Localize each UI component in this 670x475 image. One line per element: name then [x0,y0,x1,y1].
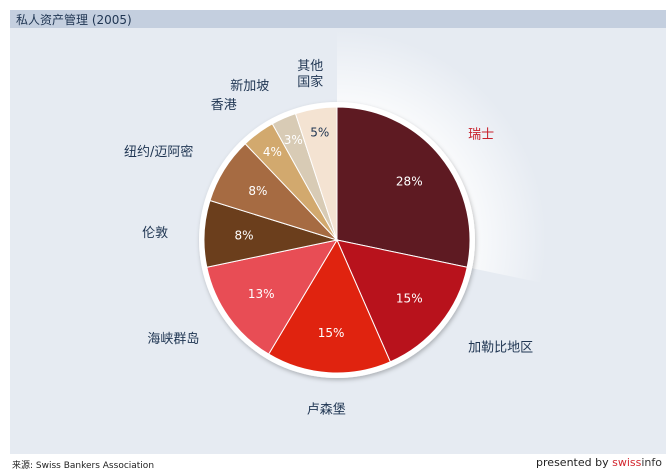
slice-value-label: 3% [284,133,303,147]
slice-category-label: 卢森堡 [307,402,346,418]
slice-value-label: 4% [263,145,282,159]
credit-brand-swiss: swiss [612,456,642,469]
slice-value-label: 13% [248,287,275,301]
pie-slice [267,238,391,374]
slice-value-label: 5% [310,125,329,139]
page-title: 私人资产管理 (2005) [16,13,132,27]
pie-slice [336,239,468,363]
slice-category-label: 新加坡 [230,78,269,94]
slice-category-label: 海峡群岛 [147,331,199,347]
slice-value-label: 15% [396,292,423,306]
pie-slice [294,106,338,241]
pie-slice [336,106,471,268]
credit-brand-info: info [641,456,662,469]
slice-category-label: 伦敦 [142,225,168,241]
slice-value-label: 15% [318,326,345,340]
slice-value-label: 8% [234,229,253,243]
credit-note: presented by swissinfo [536,456,662,469]
slice-category-label: 纽约/迈阿密 [124,144,193,160]
slice-category-label: 加勒比地区 [468,341,533,356]
slice-value-label: 8% [248,184,267,198]
source-note: 来源: Swiss Bankers Association [12,461,155,471]
pie-slice [206,239,339,355]
slice-category-label: 其他国家 [297,59,323,90]
slice-category-label: 香港 [211,98,237,113]
credit-prefix: presented by [536,456,613,469]
slice-category-label: 瑞士 [468,127,494,142]
slice-value-label: 28% [396,174,423,188]
title-bar: 私人资产管理 (2005) [10,10,666,28]
